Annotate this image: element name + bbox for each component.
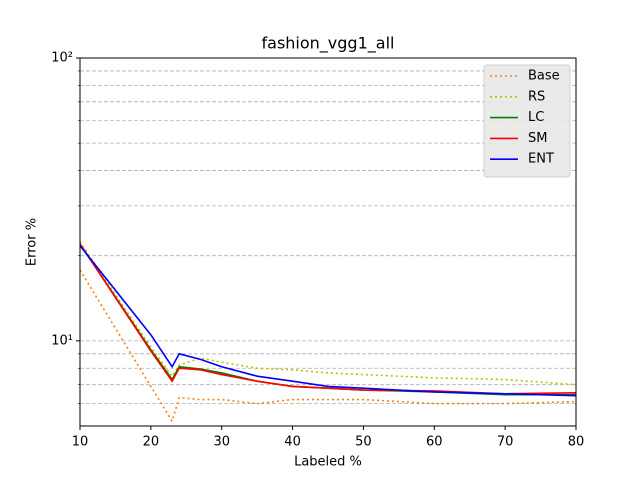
x-axis-label: Labeled % xyxy=(294,455,362,470)
x-tick-label: 10 xyxy=(72,435,89,450)
legend-label: SM xyxy=(528,131,547,146)
x-tick-label: 80 xyxy=(568,435,585,450)
legend-box xyxy=(483,64,571,178)
x-tick-label: 70 xyxy=(497,435,514,450)
legend-label: ENT xyxy=(528,152,554,167)
series-line xyxy=(80,245,576,397)
legend-label: Base xyxy=(528,69,560,84)
plot-frame xyxy=(79,57,577,427)
x-tick-label: 30 xyxy=(213,435,230,450)
x-tick-label: 20 xyxy=(143,435,160,450)
x-tick-label: 60 xyxy=(426,435,443,450)
legend-label: RS xyxy=(528,89,545,104)
y-axis-label: Error % xyxy=(25,218,40,266)
series-line xyxy=(80,243,576,395)
series-line xyxy=(80,241,576,386)
legend-label: LC xyxy=(528,110,544,125)
y-tick-label: 10¹ xyxy=(51,333,73,348)
chart-title: fashion_vgg1_all xyxy=(262,34,395,54)
x-tick-label: 40 xyxy=(284,435,301,450)
y-tick-label: 10² xyxy=(51,51,73,66)
x-tick-label: 50 xyxy=(355,435,372,450)
